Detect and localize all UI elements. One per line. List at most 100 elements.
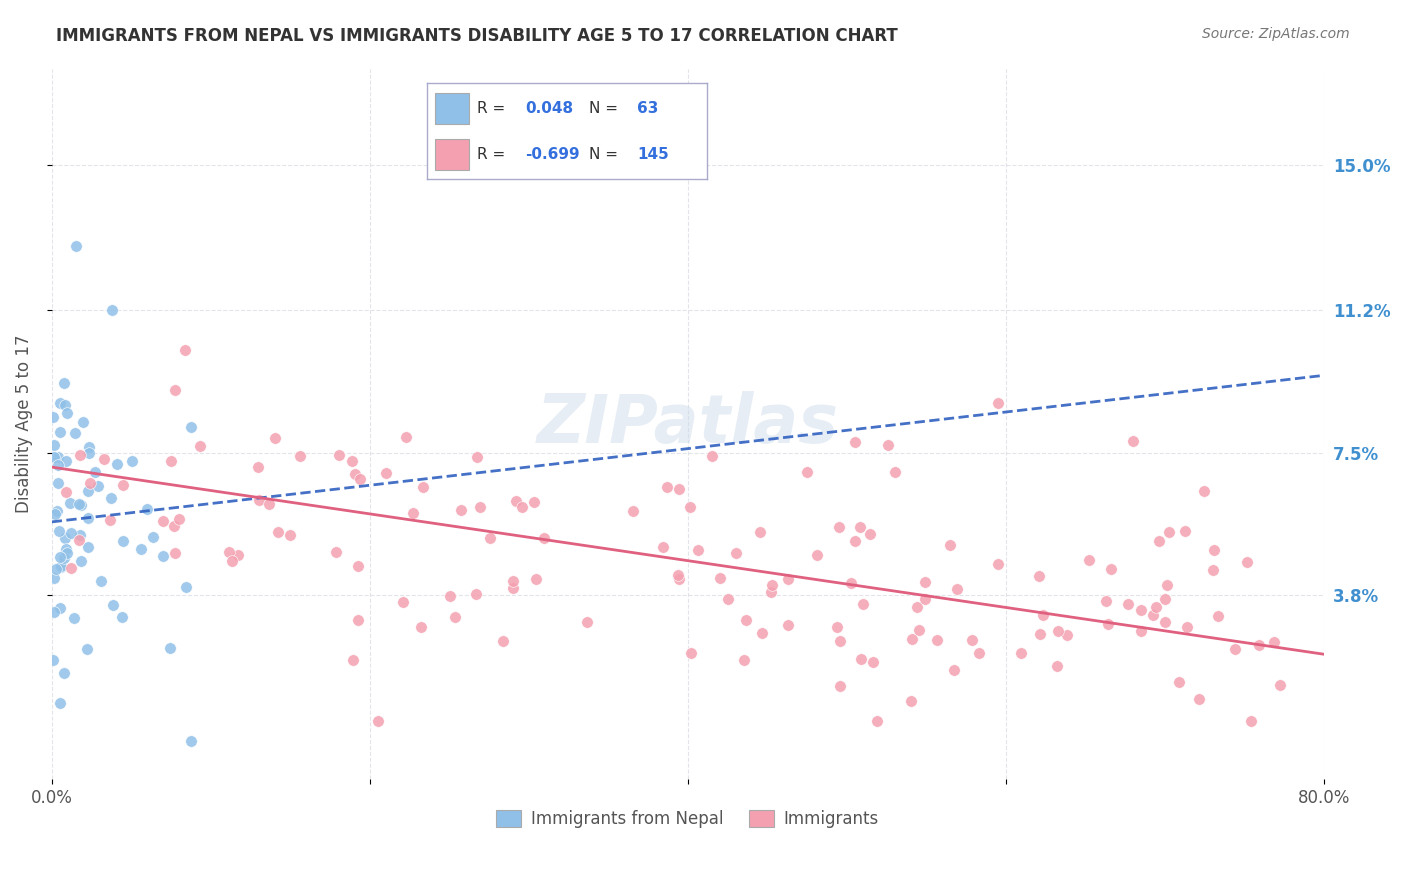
Point — [844, 434, 866, 449]
Point — [668, 572, 690, 586]
Point — [367, 714, 389, 729]
Point — [55, 454, 77, 468]
Point — [247, 492, 270, 507]
Point — [411, 620, 433, 634]
Text: IMMIGRANTS FROM NEPAL VS IMMIGRANTS DISABILITY AGE 5 TO 17 CORRELATION CHART: IMMIGRANTS FROM NEPAL VS IMMIGRANTS DISA… — [56, 27, 898, 45]
Point — [776, 617, 799, 632]
Point — [1247, 638, 1270, 652]
Point — [218, 545, 240, 559]
Point — [55, 546, 77, 560]
Point — [1028, 568, 1050, 582]
Point — [1129, 603, 1152, 617]
Point — [914, 575, 936, 590]
Point — [169, 512, 191, 526]
Point — [1077, 553, 1099, 567]
Point — [839, 576, 862, 591]
Point — [49, 696, 72, 710]
Point — [439, 589, 461, 603]
Point — [862, 655, 884, 669]
Point — [53, 666, 76, 681]
Point — [349, 472, 371, 486]
Point — [70, 554, 93, 568]
Point — [939, 538, 962, 552]
Point — [111, 534, 134, 549]
Point — [1156, 578, 1178, 592]
Point — [900, 694, 922, 708]
Point — [724, 546, 747, 560]
Point — [1010, 646, 1032, 660]
Point — [325, 545, 347, 559]
Point — [72, 415, 94, 429]
Point — [56, 406, 79, 420]
Point — [655, 480, 678, 494]
Point — [48, 450, 70, 465]
Point — [733, 653, 755, 667]
Point — [717, 592, 740, 607]
Point — [60, 560, 83, 574]
Point — [751, 626, 773, 640]
Point — [1159, 524, 1181, 539]
Point — [844, 534, 866, 549]
Point — [160, 453, 183, 467]
Point — [77, 484, 100, 499]
Point — [679, 646, 702, 660]
Point — [49, 558, 72, 573]
Point — [375, 467, 398, 481]
Point — [849, 651, 872, 665]
Point — [883, 465, 905, 479]
Point — [1202, 563, 1225, 577]
Text: Source: ZipAtlas.com: Source: ZipAtlas.com — [1202, 27, 1350, 41]
Point — [55, 484, 77, 499]
Point — [759, 585, 782, 599]
Point — [1192, 484, 1215, 499]
Point — [79, 476, 101, 491]
Point — [679, 500, 702, 514]
Point — [79, 440, 101, 454]
Point — [1154, 591, 1177, 606]
Point — [450, 503, 472, 517]
Point — [492, 633, 515, 648]
Point — [48, 425, 70, 440]
Point — [76, 642, 98, 657]
Point — [1167, 675, 1189, 690]
Point — [328, 448, 350, 462]
Point — [42, 409, 65, 424]
Point — [702, 450, 724, 464]
Point — [1097, 616, 1119, 631]
Point — [1263, 635, 1285, 649]
Point — [1268, 678, 1291, 692]
Point — [129, 541, 152, 556]
Point — [901, 632, 924, 647]
Point — [749, 525, 772, 540]
Point — [77, 511, 100, 525]
Point — [346, 613, 368, 627]
Point — [42, 606, 65, 620]
Point — [42, 450, 65, 464]
Point — [263, 431, 285, 445]
Point — [1174, 524, 1197, 539]
Point — [1032, 608, 1054, 623]
Point — [67, 497, 90, 511]
Point — [136, 501, 159, 516]
Point — [512, 500, 534, 515]
Point — [101, 598, 124, 612]
Point — [101, 303, 124, 318]
Point — [946, 582, 969, 597]
Point — [174, 580, 197, 594]
Point — [1236, 555, 1258, 569]
Point — [876, 438, 898, 452]
Point — [943, 663, 966, 677]
Point — [290, 449, 312, 463]
Point — [1095, 594, 1118, 608]
Point — [246, 459, 269, 474]
Y-axis label: Disability Age 5 to 17: Disability Age 5 to 17 — [15, 334, 32, 513]
Point — [1142, 608, 1164, 623]
Point — [734, 614, 756, 628]
Legend: Immigrants from Nepal, Immigrants: Immigrants from Nepal, Immigrants — [489, 803, 886, 835]
Point — [392, 594, 415, 608]
Point — [1188, 692, 1211, 706]
Point — [502, 574, 524, 588]
Point — [180, 733, 202, 747]
Point — [444, 610, 467, 624]
Point — [278, 528, 301, 542]
